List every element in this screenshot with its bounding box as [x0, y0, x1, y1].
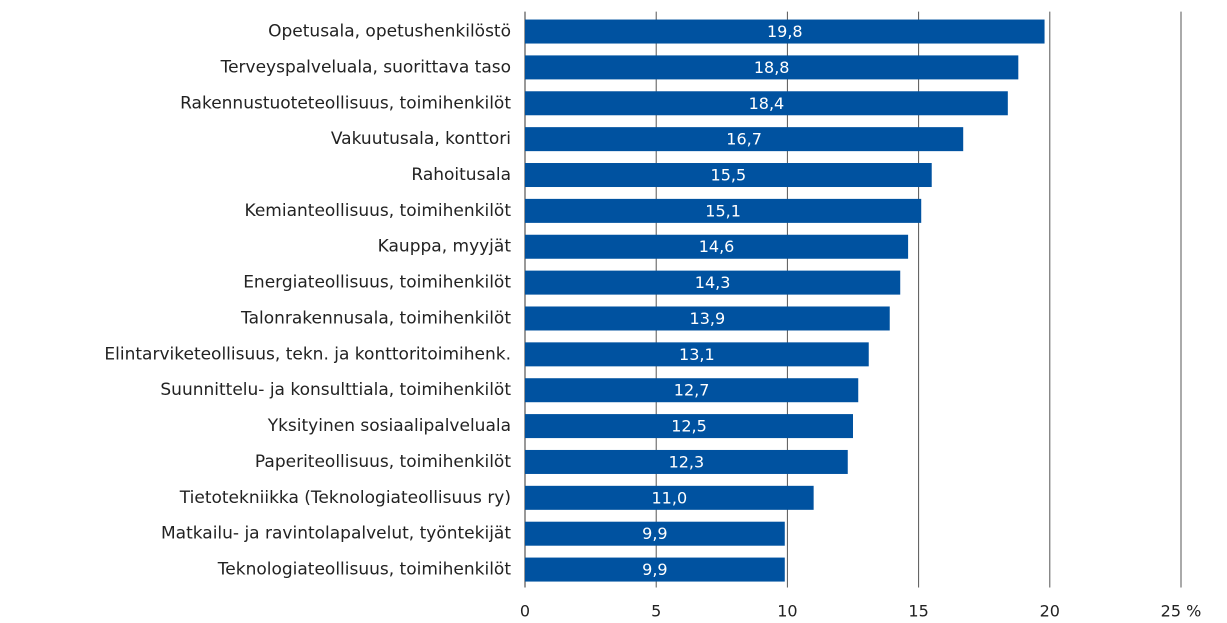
bar [525, 19, 1045, 44]
bar [525, 414, 853, 439]
y-tick-label: Energiateollisuus, toimihenkilöt [243, 273, 511, 293]
y-tick-label: Rahoitusala [411, 165, 511, 185]
bar [525, 55, 1019, 80]
value-label: 12,5 [671, 417, 707, 436]
x-tick-label: 5 [651, 602, 661, 621]
value-label: 19,8 [767, 22, 803, 41]
y-tick-label: Yksityinen sosiaalipalveluala [267, 416, 511, 436]
y-tick-label: Tietotekniikka (Teknologiateollisuus ry) [179, 488, 511, 508]
value-label: 9,9 [642, 524, 667, 543]
value-label: 15,5 [711, 166, 747, 185]
bar [525, 198, 922, 223]
y-tick-label: Terveyspalveluala, suorittava taso [220, 57, 511, 77]
value-label: 12,3 [669, 452, 705, 471]
value-label: 11,0 [652, 488, 688, 507]
value-label: 13,9 [690, 309, 726, 328]
value-label: 9,9 [642, 560, 667, 579]
x-tick-label: 10 [777, 602, 797, 621]
y-tick-label: Kemianteollisuus, toimihenkilöt [245, 201, 512, 221]
bar [525, 521, 785, 546]
y-tick-label: Teknologiateollisuus, toimihenkilöt [217, 560, 512, 580]
value-label: 14,3 [695, 273, 731, 292]
bar [525, 91, 1008, 116]
value-label: 14,6 [699, 237, 735, 256]
y-tick-label: Matkailu- ja ravintolapalvelut, työnteki… [161, 524, 511, 544]
x-tick-label: 15 [908, 602, 928, 621]
value-label: 13,1 [679, 345, 715, 364]
y-tick-label: Elintarviketeollisuus, tekn. ja konttori… [104, 344, 511, 364]
y-tick-label: Paperiteollisuus, toimihenkilöt [255, 452, 511, 472]
bar [525, 449, 848, 474]
bar [525, 234, 909, 259]
bar [525, 306, 890, 331]
bar [525, 378, 859, 403]
y-tick-label: Kauppa, myyjät [378, 237, 512, 257]
bar [525, 270, 901, 295]
value-label: 16,7 [726, 130, 762, 149]
y-tick-label: Opetusala, opetushenkilöstö [268, 22, 511, 42]
bar [525, 163, 932, 188]
bar [525, 557, 785, 582]
value-label: 12,7 [674, 381, 710, 400]
y-tick-label: Vakuutusala, konttori [331, 129, 511, 149]
y-tick-label: Rakennustuoteteollisuus, toimihenkilöt [180, 93, 511, 113]
y-tick-label: Talonrakennusala, toimihenkilöt [240, 308, 511, 328]
bar [525, 342, 869, 367]
x-tick-label: 20 [1040, 602, 1060, 621]
y-tick-label: Suunnittelu- ja konsulttiala, toimihenki… [160, 380, 511, 400]
value-label: 18,4 [749, 94, 785, 113]
value-label: 18,8 [754, 58, 790, 77]
value-label: 15,1 [705, 201, 741, 220]
x-tick-label: 25 % [1161, 602, 1202, 621]
x-tick-label: 0 [520, 602, 530, 621]
bar [525, 485, 814, 510]
bar [525, 127, 964, 152]
